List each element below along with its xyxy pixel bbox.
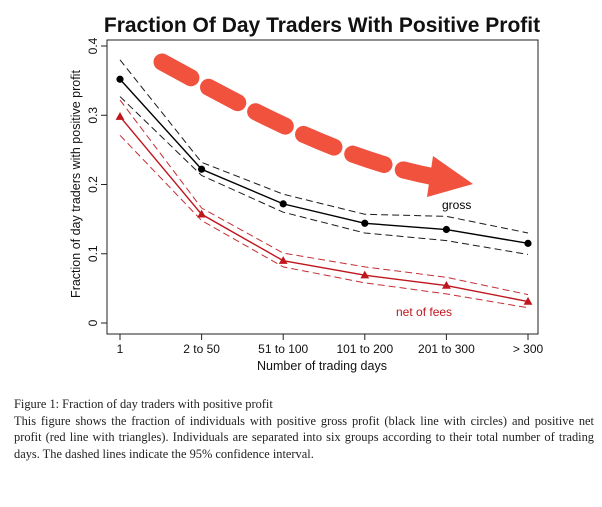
series-line — [119, 116, 529, 303]
caption-title: Figure 1: Fraction of day traders with p… — [14, 397, 273, 411]
x-tick-label: 2 to 50 — [183, 342, 220, 356]
x-axis-label: Number of trading days — [257, 359, 387, 373]
series-label-net-of-fees: net of fees — [396, 305, 452, 319]
chart-svg: Fraction Of Day Traders With Positive Pr… — [69, 14, 544, 373]
ci-lower-line — [119, 134, 529, 309]
figure-caption: Figure 1: Fraction of day traders with p… — [14, 396, 594, 462]
data-point-triangle — [442, 281, 451, 289]
data-point-circle — [361, 219, 369, 227]
data-point-circle — [524, 239, 532, 247]
data-point-triangle — [197, 209, 206, 218]
data-point-triangle — [360, 270, 370, 279]
y-tick-label: 0.4 — [86, 37, 100, 54]
chart: Fraction Of Day Traders With Positive Pr… — [69, 14, 544, 373]
ci-lower-line — [119, 96, 529, 255]
series-label-gross: gross — [442, 198, 471, 212]
data-point-circle — [116, 75, 124, 83]
plot-frame — [106, 39, 539, 335]
x-tick-label: > 300 — [513, 342, 544, 356]
series-line — [119, 78, 529, 245]
series-net-of-fees — [115, 99, 533, 309]
x-tick-label: 201 to 300 — [418, 342, 475, 356]
y-tick-label: 0.2 — [86, 176, 100, 193]
x-tick-label: 1 — [117, 342, 124, 356]
data-point-triangle — [115, 112, 125, 120]
chart-title: Fraction Of Day Traders With Positive Pr… — [104, 14, 540, 37]
ci-upper-line — [119, 99, 529, 296]
x-tick-label: 51 to 100 — [258, 342, 308, 356]
y-axis-label: Fraction of day traders with positive pr… — [69, 70, 83, 298]
data-point-circle — [198, 165, 206, 173]
ci-upper-line — [119, 59, 529, 234]
trend-arrow-shaft — [153, 53, 449, 187]
data-point-triangle — [523, 296, 533, 305]
data-point-circle — [442, 225, 450, 234]
data-point-circle — [279, 200, 287, 208]
x-tick-label: 101 to 200 — [336, 342, 393, 356]
y-tick-label: 0 — [86, 319, 100, 326]
series-gross — [116, 59, 532, 255]
y-tick-label: 0.1 — [86, 245, 100, 262]
caption-body: This figure shows the fraction of indivi… — [14, 413, 594, 461]
trend-arrow-head — [427, 156, 473, 197]
plot-area: 0 0.1 0.2 0.3 0.4 1 2 to 50 51 to 100 101 to 200… — [86, 37, 544, 356]
y-tick-label: 0.3 — [86, 107, 100, 124]
data-point-triangle — [278, 256, 288, 264]
